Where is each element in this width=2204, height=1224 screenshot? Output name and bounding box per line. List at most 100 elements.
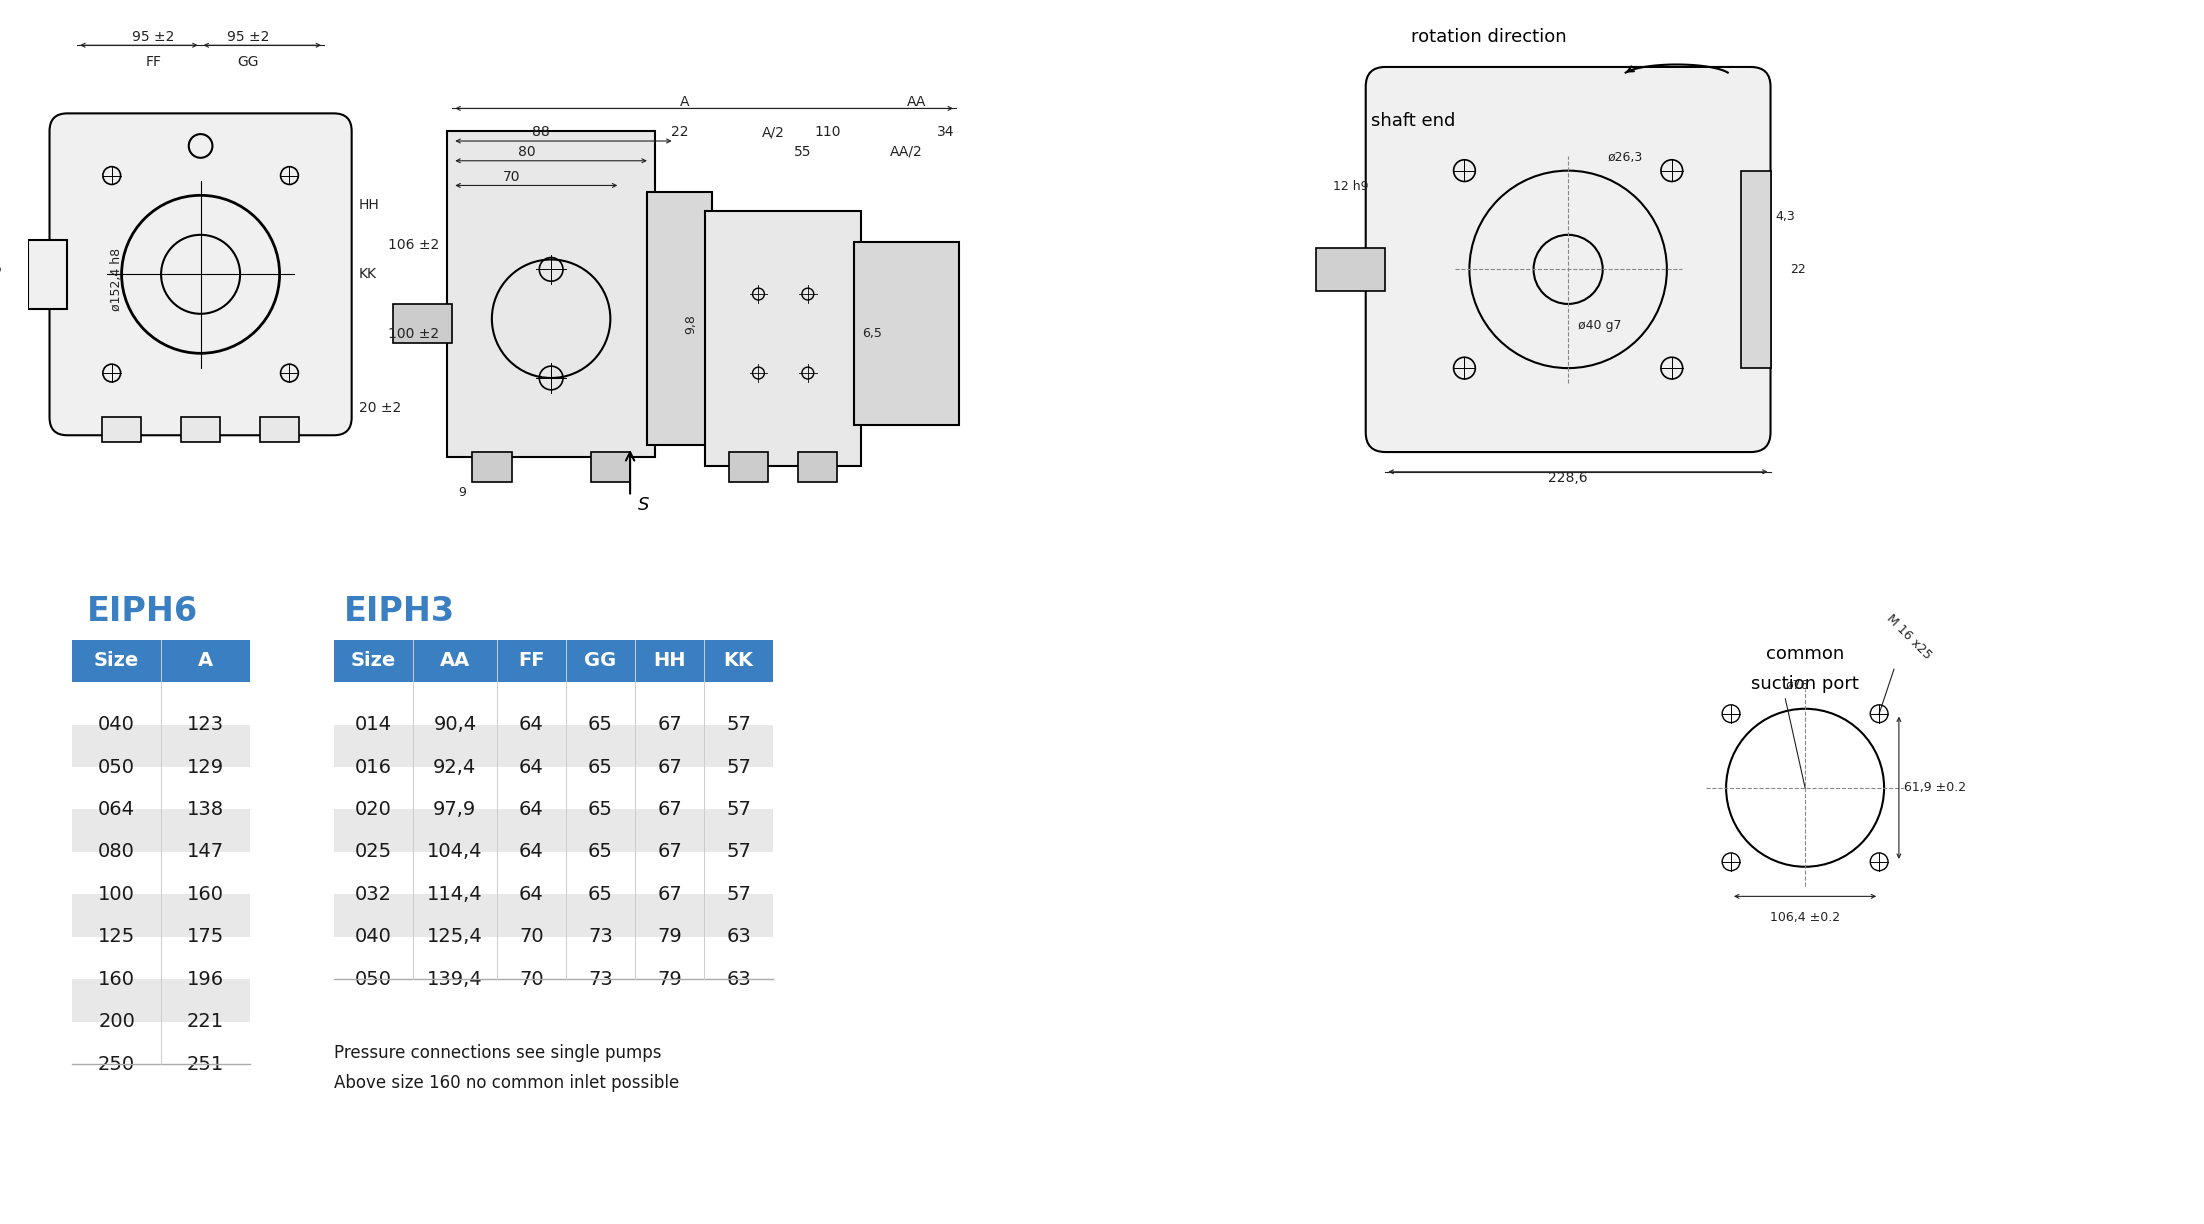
Text: Size: Size — [95, 651, 139, 671]
Text: 025: 025 — [355, 842, 392, 862]
Text: EIPH6: EIPH6 — [86, 595, 198, 628]
FancyBboxPatch shape — [703, 852, 774, 895]
Text: 064: 064 — [99, 800, 134, 819]
FancyBboxPatch shape — [496, 852, 566, 895]
Text: 6,5: 6,5 — [862, 327, 882, 340]
Text: 57: 57 — [727, 885, 752, 903]
Text: 139,4: 139,4 — [428, 969, 483, 989]
FancyBboxPatch shape — [1366, 67, 1770, 452]
Text: suction port: suction port — [1752, 674, 1858, 693]
Text: 080: 080 — [99, 842, 134, 862]
Text: FF: FF — [518, 651, 544, 671]
Text: 79: 79 — [657, 969, 681, 989]
FancyBboxPatch shape — [161, 1022, 249, 1064]
FancyBboxPatch shape — [705, 211, 862, 466]
FancyBboxPatch shape — [412, 640, 496, 682]
Text: 200: 200 — [99, 1012, 134, 1032]
FancyBboxPatch shape — [412, 682, 496, 725]
Text: 160: 160 — [187, 885, 225, 903]
FancyBboxPatch shape — [73, 936, 161, 979]
Text: 147: 147 — [187, 842, 225, 862]
FancyBboxPatch shape — [73, 979, 161, 1022]
FancyBboxPatch shape — [635, 809, 703, 852]
FancyBboxPatch shape — [566, 640, 635, 682]
FancyBboxPatch shape — [29, 240, 68, 308]
Text: 040: 040 — [355, 928, 392, 946]
FancyBboxPatch shape — [333, 682, 412, 725]
FancyBboxPatch shape — [703, 767, 774, 809]
Text: ø26,3: ø26,3 — [1607, 151, 1642, 164]
FancyBboxPatch shape — [703, 809, 774, 852]
Text: 63: 63 — [727, 928, 752, 946]
Text: 55: 55 — [793, 144, 811, 159]
Text: 61,9 ±0.2: 61,9 ±0.2 — [1904, 781, 1966, 794]
Text: ø152,4 h8: ø152,4 h8 — [110, 247, 123, 311]
FancyBboxPatch shape — [566, 682, 635, 725]
FancyBboxPatch shape — [392, 304, 452, 344]
Text: 123: 123 — [187, 715, 225, 734]
FancyBboxPatch shape — [703, 725, 774, 767]
FancyBboxPatch shape — [333, 852, 412, 895]
Text: 95 ±2: 95 ±2 — [132, 31, 174, 44]
FancyBboxPatch shape — [566, 767, 635, 809]
Text: 125: 125 — [97, 928, 134, 946]
Text: HH: HH — [652, 651, 685, 671]
Text: 100: 100 — [99, 885, 134, 903]
FancyBboxPatch shape — [798, 452, 838, 482]
Text: 67: 67 — [657, 758, 681, 776]
FancyBboxPatch shape — [333, 767, 412, 809]
Text: common: common — [1765, 645, 1845, 663]
FancyBboxPatch shape — [703, 640, 774, 682]
Text: 196: 196 — [187, 969, 225, 989]
Text: S: S — [637, 497, 650, 514]
Text: A: A — [679, 94, 690, 109]
FancyBboxPatch shape — [566, 725, 635, 767]
Text: 34: 34 — [937, 125, 954, 140]
FancyBboxPatch shape — [161, 936, 249, 979]
Text: GG: GG — [238, 55, 258, 69]
Text: 57: 57 — [727, 715, 752, 734]
Text: rotation direction: rotation direction — [1411, 28, 1567, 47]
FancyBboxPatch shape — [101, 417, 141, 442]
FancyBboxPatch shape — [73, 809, 161, 852]
FancyBboxPatch shape — [635, 682, 703, 725]
FancyBboxPatch shape — [423, 87, 1016, 512]
FancyBboxPatch shape — [855, 241, 959, 426]
Text: ø76: ø76 — [1785, 679, 1809, 692]
FancyBboxPatch shape — [496, 936, 566, 979]
Text: 4,3: 4,3 — [1776, 211, 1796, 223]
FancyBboxPatch shape — [161, 809, 249, 852]
FancyBboxPatch shape — [1316, 247, 1386, 291]
Text: 73: 73 — [588, 969, 613, 989]
FancyBboxPatch shape — [447, 131, 655, 457]
FancyBboxPatch shape — [73, 895, 161, 936]
Text: 175: 175 — [187, 928, 225, 946]
Text: FF: FF — [145, 55, 161, 69]
Text: shaft end: shaft end — [1371, 113, 1455, 130]
Text: A/2: A/2 — [763, 125, 785, 140]
FancyBboxPatch shape — [333, 809, 412, 852]
Text: 12 h9: 12 h9 — [1333, 180, 1369, 193]
FancyBboxPatch shape — [566, 809, 635, 852]
Text: M 16 x25: M 16 x25 — [1884, 612, 1935, 662]
Text: Pressure connections see single pumps: Pressure connections see single pumps — [333, 1044, 661, 1062]
FancyBboxPatch shape — [73, 725, 161, 767]
FancyBboxPatch shape — [703, 895, 774, 936]
Text: 95 ±2: 95 ±2 — [227, 31, 269, 44]
Text: 138: 138 — [187, 800, 225, 819]
FancyBboxPatch shape — [260, 417, 300, 442]
Text: 90,4: 90,4 — [434, 715, 476, 734]
FancyBboxPatch shape — [48, 114, 353, 436]
FancyBboxPatch shape — [496, 809, 566, 852]
Text: A: A — [198, 651, 214, 671]
Text: 104,4: 104,4 — [428, 842, 483, 862]
FancyBboxPatch shape — [73, 682, 161, 725]
FancyBboxPatch shape — [566, 852, 635, 895]
Text: 020: 020 — [355, 800, 392, 819]
FancyBboxPatch shape — [333, 640, 412, 682]
Text: 57: 57 — [727, 800, 752, 819]
Text: ø40 g7: ø40 g7 — [1578, 318, 1622, 332]
FancyBboxPatch shape — [412, 725, 496, 767]
Text: 70: 70 — [520, 928, 544, 946]
Text: 64: 64 — [518, 715, 544, 734]
